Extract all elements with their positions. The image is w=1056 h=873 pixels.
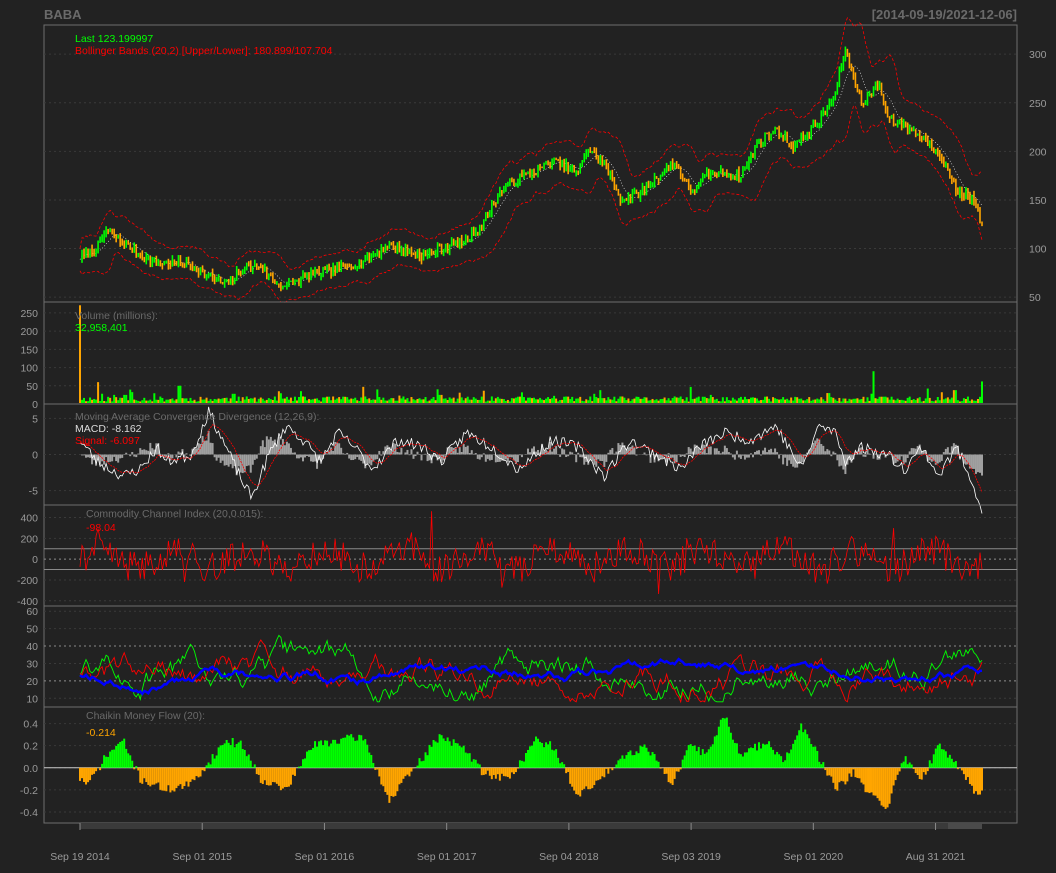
price-panel-ytick-label: 100 — [1029, 244, 1047, 256]
cmf-panel-ytick-label: 0.0 — [23, 763, 38, 775]
di-minus-line — [79, 639, 983, 704]
di-plus-line — [79, 634, 983, 703]
x-tick-label: Aug 31 2021 — [906, 851, 966, 863]
cci-panel-ytick-label: -200 — [17, 575, 38, 587]
dmi-panel-ytick-label: 40 — [26, 641, 38, 653]
x-axis-range-marker — [948, 823, 982, 829]
macd-panel-ytick-label: -5 — [29, 486, 38, 498]
cci-line — [79, 511, 983, 595]
cci-last-label: -98.04 — [86, 522, 116, 534]
adx-line — [79, 657, 983, 696]
macd-line — [79, 406, 983, 514]
macd-signal-label: Signal: -6.097 — [75, 435, 140, 447]
volume-title: Volume (millions): — [75, 310, 158, 322]
price-panel-ytick-label: 250 — [1029, 98, 1047, 110]
macd-title: Moving Average Convergence Divergence (1… — [75, 411, 319, 423]
cmf-panel-ytick-label: -0.4 — [20, 807, 38, 819]
price-panel-ytick-label: 300 — [1029, 49, 1047, 61]
x-tick-label: Sep 01 2017 — [417, 851, 477, 863]
macd-panel-ytick-label: 0 — [32, 450, 38, 462]
macd-panel-ytick-label: 5 — [32, 413, 38, 425]
price-panel-ytick-label: 200 — [1029, 146, 1047, 158]
chart-title-symbol: BABA — [44, 7, 82, 22]
cmf-panel-ytick-label: -0.2 — [20, 785, 38, 797]
x-tick-label: Sep 03 2019 — [661, 851, 721, 863]
cmf-last-label: -0.214 — [86, 727, 116, 739]
cci-panel-ytick-label: -400 — [17, 596, 38, 608]
volume-panel-ytick-label: 0 — [32, 399, 38, 411]
dmi-panel-ytick-label: 10 — [26, 693, 38, 705]
x-tick-label: Sep 01 2015 — [172, 851, 232, 863]
cci-panel-ytick-label: 0 — [32, 554, 38, 566]
volume-panel-ytick-label: 200 — [20, 326, 38, 338]
cci-title: Commodity Channel Index (20,0.015): — [86, 508, 263, 520]
macd-value-label: MACD: -8.162 — [75, 423, 142, 435]
dmi-panel-ytick-label: 30 — [26, 658, 38, 670]
volume-last-label: 32,958,401 — [75, 322, 128, 334]
price-panel-ytick-label: 50 — [1029, 292, 1041, 304]
cmf-title: Chaikin Money Flow (20): — [86, 710, 205, 722]
x-tick-label: Sep 19 2014 — [50, 851, 110, 863]
cci-panel-ytick-label: 200 — [20, 533, 38, 545]
bollinger-lower-band — [79, 105, 983, 303]
price-last-label: Last 123.199997 — [75, 33, 153, 45]
chart-date-range: [2014-09-19/2021-12-06] — [872, 7, 1017, 22]
x-axis-strip — [80, 823, 982, 829]
cci-panel-ytick-label: 400 — [20, 512, 38, 524]
volume-panel-ytick-label: 150 — [20, 344, 38, 356]
bollinger-legend-label: Bollinger Bands (20,2) [Upper/Lower]: 18… — [75, 45, 333, 57]
x-tick-label: Sep 01 2016 — [295, 851, 355, 863]
volume-panel-ytick-label: 250 — [20, 308, 38, 320]
x-tick-label: Sep 04 2018 — [539, 851, 599, 863]
dmi-panel-ytick-label: 60 — [26, 606, 38, 618]
cmf-panel-ytick-label: 0.2 — [23, 741, 38, 753]
cmf-panel-ytick-label: 0.4 — [23, 719, 38, 731]
x-tick-label: Sep 01 2020 — [784, 851, 844, 863]
volume-panel-ytick-label: 50 — [26, 381, 38, 393]
volume-panel-ytick-label: 100 — [20, 363, 38, 375]
dmi-panel-ytick-label: 50 — [26, 624, 38, 636]
dmi-panel-ytick-label: 20 — [26, 676, 38, 688]
price-panel-ytick-label: 150 — [1029, 195, 1047, 207]
macd-signal-line — [79, 424, 983, 493]
